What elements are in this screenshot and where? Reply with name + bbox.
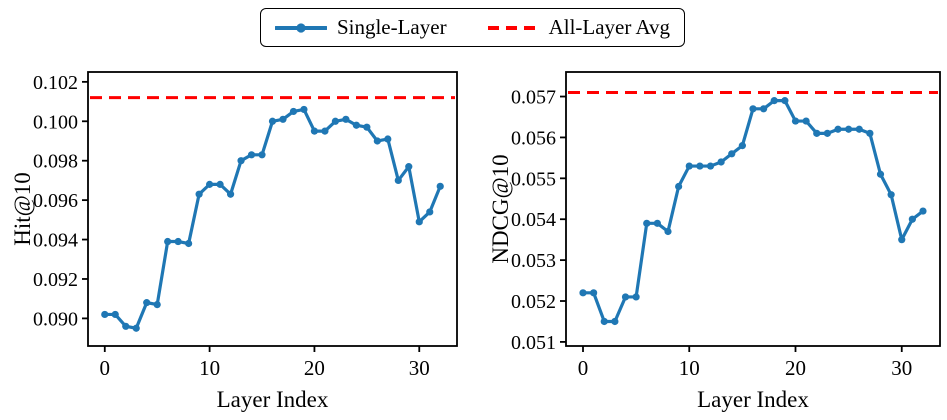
svg-text:0.055: 0.055 (511, 168, 556, 190)
svg-text:0.057: 0.057 (511, 87, 556, 109)
svg-text:0.053: 0.053 (511, 250, 556, 272)
svg-text:0.100: 0.100 (33, 111, 78, 133)
y-axis-label: NDCG@10 (488, 154, 513, 263)
svg-text:0.098: 0.098 (33, 151, 78, 173)
svg-text:0.090: 0.090 (33, 308, 78, 330)
ndcg10-chart: 0 10 20 300.0510.0520.0530.0540.0550.0560.0… (488, 71, 941, 412)
hit10-chart: 0 10 20 30 0.090 0.092 0.094 0.096 0.098 0.100 0.1… (10, 71, 458, 412)
svg-text:20: 20 (304, 356, 325, 380)
series-line (101, 105, 444, 332)
x-axis-label: Layer Index (217, 387, 329, 412)
svg-text:0.094: 0.094 (33, 230, 78, 252)
x-axis-ticks: 0 10 20 30 (578, 346, 912, 380)
legend-item-all-layer-avg: All-Layer Avg (487, 15, 671, 39)
svg-text:20: 20 (785, 356, 806, 380)
solid-line-marker-icon (274, 22, 327, 33)
svg-text:10: 10 (679, 356, 700, 380)
plot-frame (565, 71, 941, 347)
svg-text:0.102: 0.102 (33, 72, 78, 94)
svg-text:30: 30 (891, 356, 912, 380)
dashed-line-icon (487, 25, 538, 30)
x-axis-ticks: 0 10 20 30 (100, 346, 430, 380)
svg-text:0: 0 (100, 356, 111, 380)
y-axis-ticks: 0.090 0.092 0.094 0.096 0.098 0.100 0.102 (33, 72, 88, 330)
svg-text:30: 30 (409, 356, 430, 380)
legend: Single-Layer All-Layer Avg (260, 8, 685, 47)
y-axis-ticks: 0.051 0.052 0.053 0.054 0.055 0.056 0.057 (511, 87, 566, 354)
svg-text:0.092: 0.092 (33, 269, 78, 291)
x-axis-label: Layer Index (697, 387, 809, 412)
svg-text:10: 10 (199, 356, 220, 380)
svg-text:0.096: 0.096 (33, 190, 78, 212)
series-line (579, 97, 927, 326)
svg-text:0: 0 (578, 356, 589, 380)
legend-label-single-layer: Single-Layer (336, 15, 447, 39)
legend-label-all-layer-avg: All-Layer Avg (548, 15, 671, 39)
legend-item-single-layer: Single-Layer (274, 15, 447, 39)
svg-text:0.052: 0.052 (511, 291, 556, 313)
svg-text:0.056: 0.056 (511, 127, 556, 149)
svg-text:0.054: 0.054 (511, 209, 556, 231)
svg-text:0.051: 0.051 (511, 332, 556, 354)
plot-frame (87, 71, 458, 347)
y-axis-label: Hit@10 (10, 172, 35, 246)
